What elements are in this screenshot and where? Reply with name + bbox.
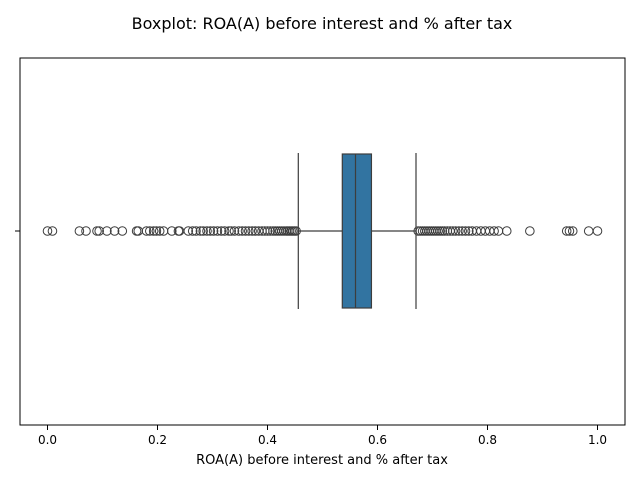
outlier-point bbox=[183, 226, 194, 236]
x-axis: 0.0 0.2 0.4 0.6 0.8 1.0 bbox=[38, 425, 607, 447]
outlier-point bbox=[448, 226, 458, 236]
outlier-point bbox=[240, 226, 251, 236]
iqr-box bbox=[341, 153, 373, 309]
x-tick-label: 0.8 bbox=[478, 433, 497, 447]
outlier-point bbox=[567, 226, 578, 236]
x-axis-label: ROA(A) before interest and % after tax bbox=[196, 453, 448, 468]
outlier-point bbox=[208, 226, 219, 236]
outlier-point bbox=[195, 226, 206, 236]
outlier-point bbox=[205, 226, 216, 236]
outlier-point bbox=[154, 226, 165, 236]
outlier-point bbox=[277, 226, 287, 236]
outlier-point bbox=[216, 226, 227, 236]
outlier-point bbox=[198, 226, 208, 236]
x-tick-label: 0.6 bbox=[368, 433, 387, 447]
outlier-point bbox=[226, 226, 236, 236]
outlier-point bbox=[250, 226, 261, 236]
outlier-point bbox=[454, 226, 464, 236]
outlier-point bbox=[457, 226, 468, 236]
outlier-point bbox=[437, 226, 448, 236]
x-tick-label: 0.2 bbox=[148, 433, 167, 447]
outlier-point bbox=[224, 226, 234, 236]
outlier-point bbox=[42, 226, 53, 236]
outlier-point bbox=[229, 226, 240, 236]
outlier-point bbox=[212, 226, 223, 236]
outlier-point bbox=[501, 226, 512, 236]
outlier-point bbox=[148, 226, 159, 236]
chart-title: Boxplot: ROA(A) before interest and % af… bbox=[132, 14, 513, 33]
outlier-point bbox=[74, 226, 85, 236]
outlier-point bbox=[94, 226, 104, 236]
outlier-point bbox=[187, 226, 198, 236]
outlier-point bbox=[561, 226, 572, 236]
outlier-point bbox=[583, 226, 594, 236]
outlier-point bbox=[151, 226, 162, 236]
outlier-point bbox=[47, 226, 58, 236]
outlier-point bbox=[219, 226, 230, 236]
outlier-point bbox=[92, 226, 102, 236]
outlier-point bbox=[265, 226, 276, 236]
outlier-point bbox=[525, 226, 535, 236]
outlier-point bbox=[564, 226, 575, 236]
plot-area bbox=[42, 153, 603, 309]
outlier-point bbox=[109, 226, 120, 236]
outlier-point bbox=[244, 226, 254, 236]
outlier-point bbox=[141, 226, 152, 236]
x-tick-label: 0.0 bbox=[38, 433, 57, 447]
outlier-point bbox=[435, 226, 446, 236]
x-tick-label: 1.0 bbox=[588, 433, 607, 447]
outlier-point bbox=[237, 226, 247, 236]
outlier-point bbox=[117, 226, 128, 236]
outlier-point bbox=[592, 226, 603, 236]
outlier-point bbox=[247, 226, 257, 236]
outlier-point bbox=[202, 226, 212, 236]
outlier-point bbox=[145, 226, 155, 236]
outlier-point bbox=[191, 226, 201, 236]
outlier-point bbox=[167, 226, 177, 236]
outlier-point bbox=[489, 226, 499, 236]
outlier-point bbox=[450, 226, 461, 236]
outlier-point bbox=[464, 226, 474, 236]
x-tick-label: 0.4 bbox=[258, 433, 277, 447]
outlier-point bbox=[433, 226, 443, 236]
outlier-point bbox=[460, 226, 471, 236]
axes-frame bbox=[19, 57, 626, 426]
outlier-point bbox=[262, 226, 273, 236]
outlier-point bbox=[234, 226, 244, 236]
outlier-point bbox=[81, 226, 91, 236]
outlier-point bbox=[102, 226, 112, 236]
outlier-point bbox=[291, 226, 301, 236]
